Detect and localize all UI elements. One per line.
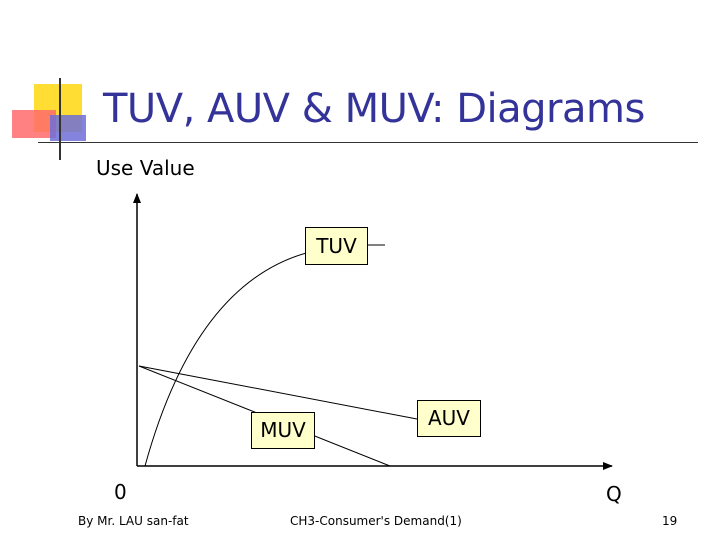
origin-label: 0	[114, 480, 127, 504]
auv-curve-label: AUV	[417, 400, 481, 437]
tuv-curve	[144, 247, 331, 467]
x-axis-label: Q	[606, 482, 622, 506]
slide-title: TUV, AUV & MUV: Diagrams	[103, 86, 645, 132]
footer-page-number: 19	[662, 514, 678, 528]
y-axis-label: Use Value	[96, 156, 195, 180]
decor-red-square	[12, 110, 56, 138]
muv-curve-label: MUV	[251, 412, 315, 449]
decor-blue-square	[50, 115, 86, 141]
auv-line	[138, 365, 418, 420]
footer-author: By Mr. LAU san-fat	[78, 514, 189, 528]
footer-chapter: CH3-Consumer's Demand(1)	[290, 514, 462, 528]
tuv-curve-label: TUV	[305, 227, 368, 265]
decor-vertical-rule	[59, 78, 61, 160]
title-underline-rule	[38, 142, 698, 143]
